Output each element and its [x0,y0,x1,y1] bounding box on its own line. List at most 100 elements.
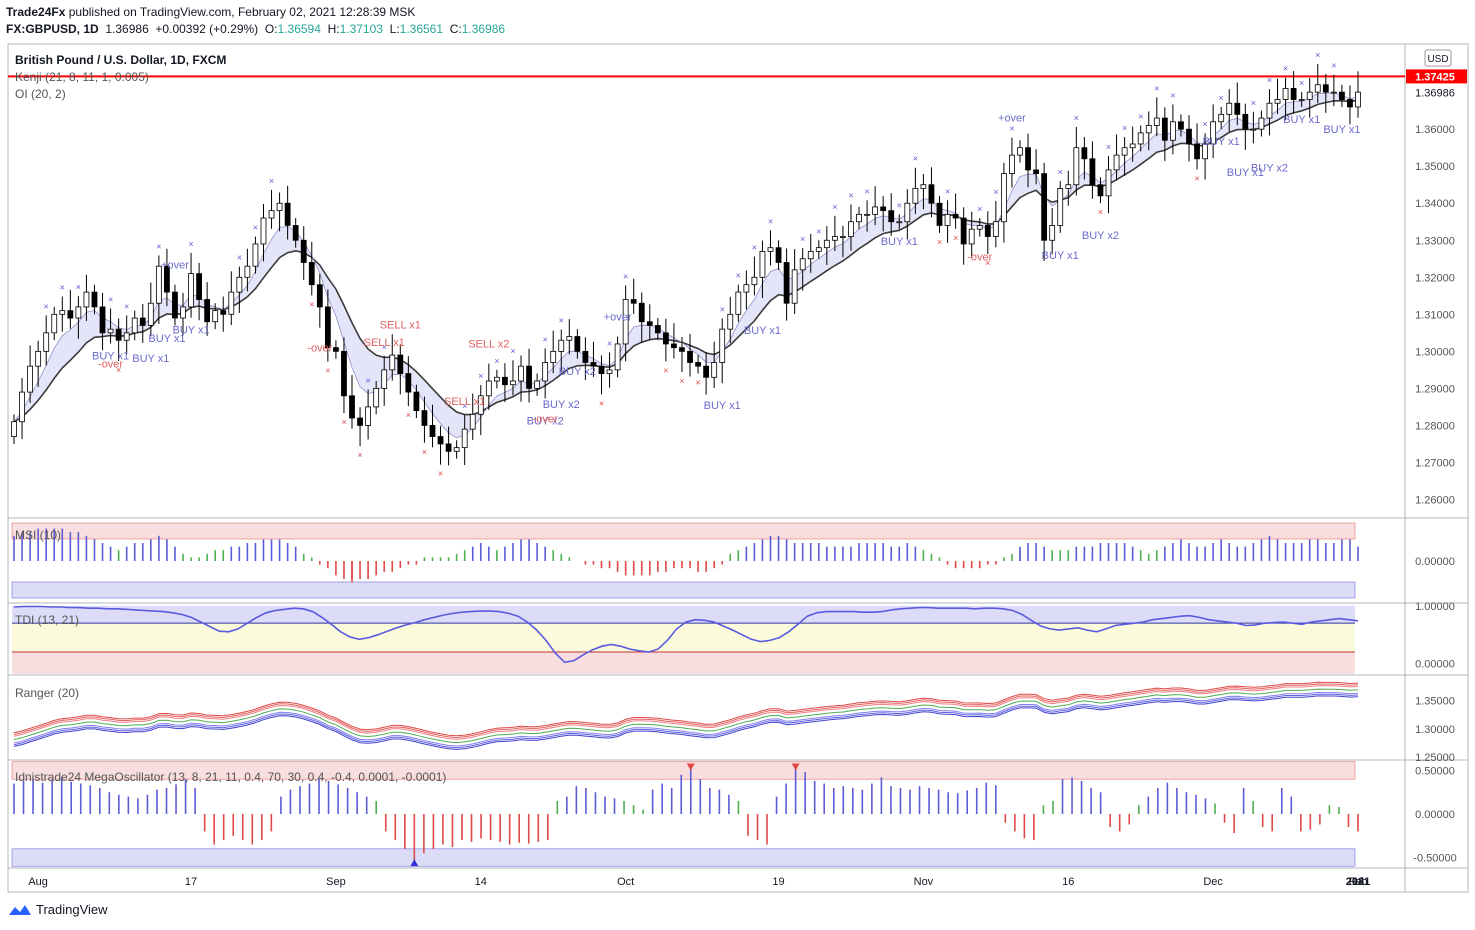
candle [477,395,484,415]
buy-marker: × [543,334,548,344]
buy-marker: × [816,226,821,236]
buy-marker: × [848,190,853,200]
candle [1049,225,1056,241]
buy-marker: × [1009,124,1014,134]
candle [1210,121,1217,145]
currency-badge-label[interactable]: USD [1427,54,1448,65]
quote-last: 1.36986 [105,22,149,36]
candle [43,332,50,352]
candle [115,328,122,341]
buy-marker: × [1267,75,1272,85]
candle [260,217,267,245]
sell-marker: × [985,258,990,268]
buy-marker: × [1074,113,1079,123]
buy-marker: × [60,283,65,293]
mega-tick-label: -0.50000 [1413,853,1456,865]
candle [1065,184,1072,189]
candle [59,310,66,315]
candle [1145,125,1152,134]
time-tick-label: Nov [914,876,934,888]
buy-marker: × [752,243,757,253]
candle [172,291,178,319]
candle [268,210,275,219]
main-price-panel[interactable]: × × × × × × × × × × × × × × × × × × × × × × × × × × × × × × × × × × × × × × × ×… [8,50,1405,479]
price-tick-label: 1.36000 [1415,124,1455,136]
buy-signal-label: BUY x1 [1203,136,1240,148]
buy-marker: × [1299,78,1304,88]
candle [196,273,202,300]
buy-marker: × [1170,90,1175,100]
sell-marker: × [309,299,314,309]
time-tick-label: 16 [1062,876,1074,888]
buy-signal-label: BUY x1 [1227,167,1264,179]
time-tick-label: 14 [1352,876,1364,888]
candle [638,302,645,323]
sell-marker: × [406,410,411,420]
sell-marker: × [695,378,700,388]
price-tick-label: 1.34000 [1415,198,1455,210]
candle [582,350,589,363]
msi-panel[interactable] [11,522,1359,599]
mega-oscillator-panel[interactable] [11,761,1359,867]
price-tick-label: 1.31000 [1415,309,1455,321]
currency-badge[interactable] [1424,49,1452,67]
sell-marker: × [438,469,443,479]
ranger-line [13,681,1359,737]
sell-signal-label: SELL x1 [444,396,485,408]
publisher-text: published on TradingView.com, February 0… [68,5,416,19]
mega-sell-arrow [791,763,800,771]
candle [357,417,363,426]
sell-marker: × [357,450,362,460]
sell-marker: × [953,233,958,243]
candle [1153,117,1160,126]
buy-marker: × [1331,61,1336,71]
tdi-panel[interactable] [12,605,1359,674]
candle [687,350,693,363]
ranger-panel[interactable] [13,681,1359,750]
buy-signal-label: BUY x1 [1323,124,1360,136]
candle [99,306,106,334]
candle [992,221,999,237]
candle [1105,169,1112,197]
buy-marker: × [913,154,918,164]
candle [1178,121,1184,130]
candle [614,343,621,371]
candle [872,206,879,215]
candle [1113,154,1120,171]
candle [35,350,42,367]
candle [823,239,830,249]
candle [1137,132,1144,145]
time-tick-label: Oct [617,876,634,888]
candle [1089,158,1096,186]
time-tick-label: 2021 [1346,876,1370,888]
buy-marker: × [1315,50,1320,60]
footer-brand[interactable]: TradingView [8,902,108,917]
candle [703,365,710,378]
buy-signal-label: BUY x2 [559,366,596,378]
candle [1306,91,1313,100]
candle [1282,88,1289,100]
candle [147,302,154,326]
time-tick-label: 18 [1352,876,1364,888]
buy-signal-label: BUY x1 [148,333,185,345]
candle [324,306,331,349]
candle [405,373,412,393]
tdi-tick-label: 0.00000 [1415,658,1455,670]
sell-marker: × [341,417,346,427]
candle [1097,184,1104,197]
candle [421,410,428,426]
candle [228,291,235,315]
candle [831,236,838,241]
candle [534,380,541,389]
price-tick-label: 1.28000 [1415,420,1455,432]
buy-marker: × [237,253,242,263]
candle [526,365,532,389]
candle [212,310,219,323]
buy-marker: × [800,234,805,244]
buy-signal-label: BUY x1 [92,351,129,363]
candle [139,317,146,326]
candle [952,213,959,219]
buy-marker: × [1138,111,1143,121]
sell-marker: × [679,376,684,386]
